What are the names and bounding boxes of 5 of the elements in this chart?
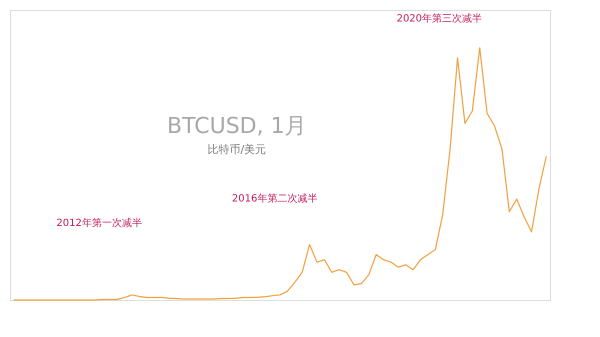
text: 2020年第三次减半 — [396, 12, 482, 25]
annotation: 2012年第一次减半 — [56, 217, 142, 230]
text: BTCUSD, 1月 — [166, 114, 307, 139]
annotation: 2016年第二次减半 — [232, 192, 318, 204]
text: 比特币/美元 — [207, 143, 266, 156]
